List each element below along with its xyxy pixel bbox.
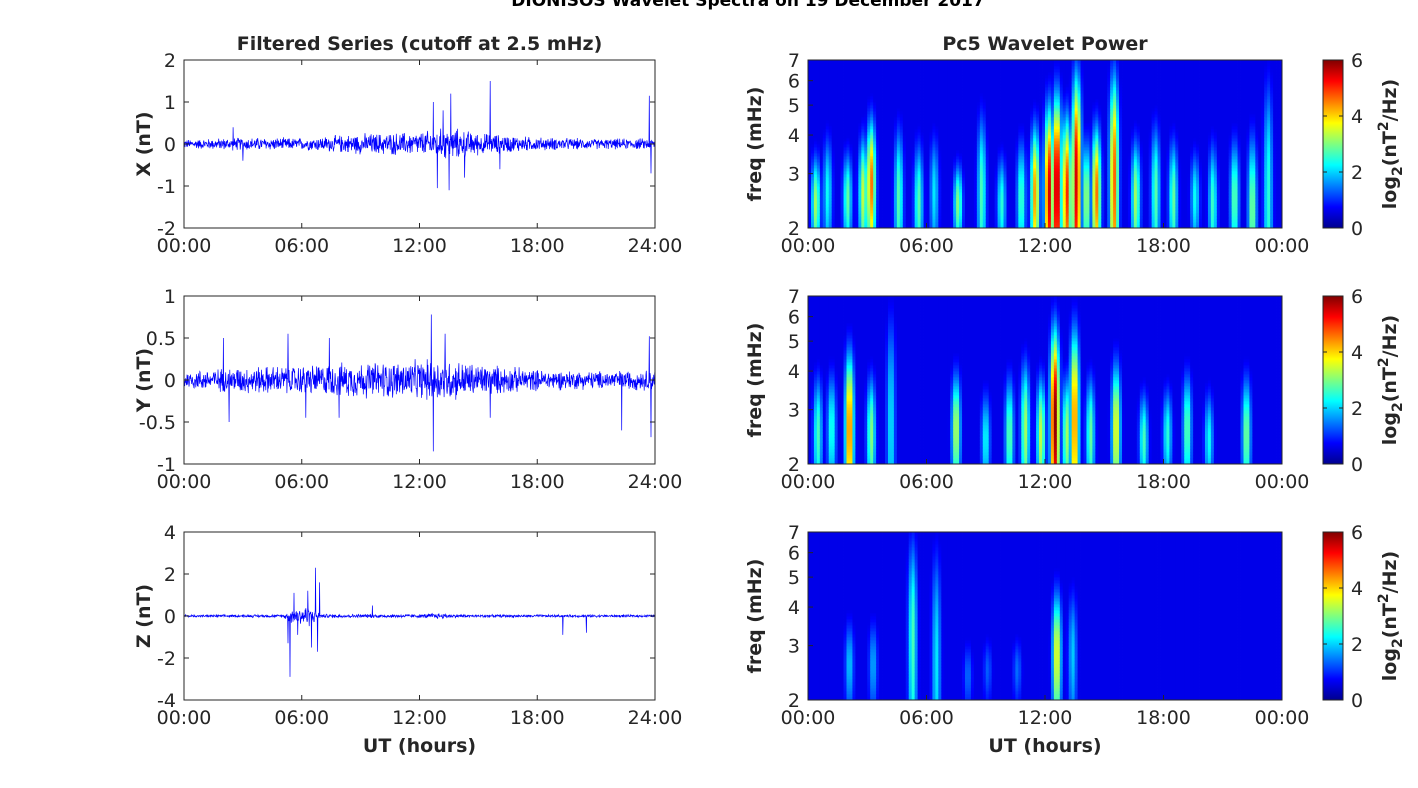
y-axis-label: freq (mHz) xyxy=(744,87,766,202)
x-tick-label: 24:00 xyxy=(628,235,683,257)
x-tick-label: 00:00 xyxy=(1255,707,1310,729)
y-tick-label: 2 xyxy=(164,564,176,586)
y-tick-label: 3 xyxy=(788,164,800,186)
y-tick-label: 7 xyxy=(788,50,800,72)
y-tick-label: 0.5 xyxy=(146,328,176,350)
colorbar-tick-label: 0 xyxy=(1351,218,1363,240)
heatmap xyxy=(808,532,1282,700)
colorbar-scale xyxy=(1323,296,1343,464)
x-tick-label: 12:00 xyxy=(1018,707,1073,729)
y-tick-label: 5 xyxy=(788,95,800,117)
y-axis-label: Z (nT) xyxy=(133,584,155,648)
colorbar-scale xyxy=(1323,532,1343,700)
panel-title: Filtered Series (cutoff at 2.5 mHz) xyxy=(237,33,603,55)
y-tick-label: 3 xyxy=(788,636,800,658)
x-tick-label: 06:00 xyxy=(274,235,329,257)
y-tick-label: 5 xyxy=(788,331,800,353)
series-panel-y: 00:00 06:00 12:00 18:00 24:00-1-0.500.51Y (n… xyxy=(133,286,682,493)
y-tick-label: 4 xyxy=(788,361,800,383)
y-tick-label: 2 xyxy=(788,690,800,712)
colorbar-tick-label: 6 xyxy=(1351,522,1363,544)
y-tick-label: 3 xyxy=(788,400,800,422)
y-tick-label: -4 xyxy=(157,690,176,712)
x-tick-label: 18:00 xyxy=(510,707,565,729)
x-tick-label: 18:00 xyxy=(510,235,565,257)
y-tick-label: 4 xyxy=(164,522,176,544)
x-tick-label: 12:00 xyxy=(392,235,447,257)
colorbar-label: log2(nT2/Hz) xyxy=(1376,79,1406,209)
y-tick-label: -1 xyxy=(157,454,176,476)
y-tick-label: 1 xyxy=(164,92,176,114)
x-tick-label: 06:00 xyxy=(274,707,329,729)
colorbar-label: log2(nT2/Hz) xyxy=(1376,315,1406,445)
heatmap xyxy=(808,296,1282,464)
wavelet-figure: DIONISOS Wavelet Spectra on 19 December … xyxy=(0,0,1418,788)
y-tick-label: 0 xyxy=(164,134,176,156)
y-tick-label: -0.5 xyxy=(139,412,176,434)
y-tick-label: 6 xyxy=(788,307,800,329)
figure-title: DIONISOS Wavelet Spectra on 19 December … xyxy=(511,0,984,11)
y-axis-label: Y (nT) xyxy=(133,348,155,413)
colorbar-tick-label: 6 xyxy=(1351,50,1363,72)
x-tick-label: 06:00 xyxy=(899,471,954,493)
x-tick-label: 00:00 xyxy=(1255,235,1310,257)
y-tick-label: 6 xyxy=(788,71,800,93)
panel-title: Pc5 Wavelet Power xyxy=(942,33,1148,55)
colorbar-tick-label: 2 xyxy=(1351,634,1363,656)
colorbar-tick-label: 4 xyxy=(1351,578,1363,600)
colorbar-tick-label: 2 xyxy=(1351,162,1363,184)
y-tick-label: 5 xyxy=(788,567,800,589)
x-tick-label: 18:00 xyxy=(1136,707,1191,729)
x-tick-label: 00:00 xyxy=(1255,471,1310,493)
colorbar-tick-label: 0 xyxy=(1351,454,1363,476)
heatmap xyxy=(808,60,1282,228)
x-tick-label: 12:00 xyxy=(392,707,447,729)
x-tick-label: 06:00 xyxy=(899,235,954,257)
y-tick-label: 6 xyxy=(788,543,800,565)
colorbar-tick-label: 0 xyxy=(1351,690,1363,712)
y-tick-label: 4 xyxy=(788,597,800,619)
x-tick-label: 12:00 xyxy=(1018,471,1073,493)
x-axis-label: UT (hours) xyxy=(988,735,1101,757)
x-tick-label: 24:00 xyxy=(628,471,683,493)
y-tick-label: 2 xyxy=(788,454,800,476)
y-tick-label: -2 xyxy=(157,648,176,670)
colorbar-label: log2(nT2/Hz) xyxy=(1376,551,1406,681)
y-tick-label: -2 xyxy=(157,218,176,240)
colorbar-tick-label: 4 xyxy=(1351,342,1363,364)
colorbar-scale xyxy=(1323,60,1343,228)
x-tick-label: 06:00 xyxy=(274,471,329,493)
x-tick-label: 18:00 xyxy=(510,471,565,493)
y-tick-label: 2 xyxy=(788,218,800,240)
x-tick-label: 06:00 xyxy=(899,707,954,729)
colorbar: 0 2 4 6 log2(nT2/Hz) xyxy=(1323,522,1406,712)
y-tick-label: 7 xyxy=(788,522,800,544)
colorbar: 0 2 4 6 log2(nT2/Hz) xyxy=(1323,286,1406,476)
y-axis-label: freq (mHz) xyxy=(744,323,766,438)
x-tick-label: 18:00 xyxy=(1136,471,1191,493)
colorbar-tick-label: 2 xyxy=(1351,398,1363,420)
x-tick-label: 24:00 xyxy=(628,707,683,729)
y-tick-label: 2 xyxy=(164,50,176,72)
colorbar: 0 2 4 6 log2(nT2/Hz) xyxy=(1323,50,1406,240)
y-tick-label: 7 xyxy=(788,286,800,308)
y-tick-label: 4 xyxy=(788,125,800,147)
x-tick-label: 12:00 xyxy=(1018,235,1073,257)
y-axis-label: freq (mHz) xyxy=(744,559,766,674)
y-tick-label: -1 xyxy=(157,176,176,198)
y-tick-label: 0 xyxy=(164,606,176,628)
y-tick-label: 1 xyxy=(164,286,176,308)
x-axis-label: UT (hours) xyxy=(363,735,476,757)
y-tick-label: 0 xyxy=(164,370,176,392)
x-tick-label: 12:00 xyxy=(392,471,447,493)
y-axis-label: X (nT) xyxy=(133,111,155,176)
colorbar-tick-label: 4 xyxy=(1351,106,1363,128)
colorbar-tick-label: 6 xyxy=(1351,286,1363,308)
x-tick-label: 18:00 xyxy=(1136,235,1191,257)
